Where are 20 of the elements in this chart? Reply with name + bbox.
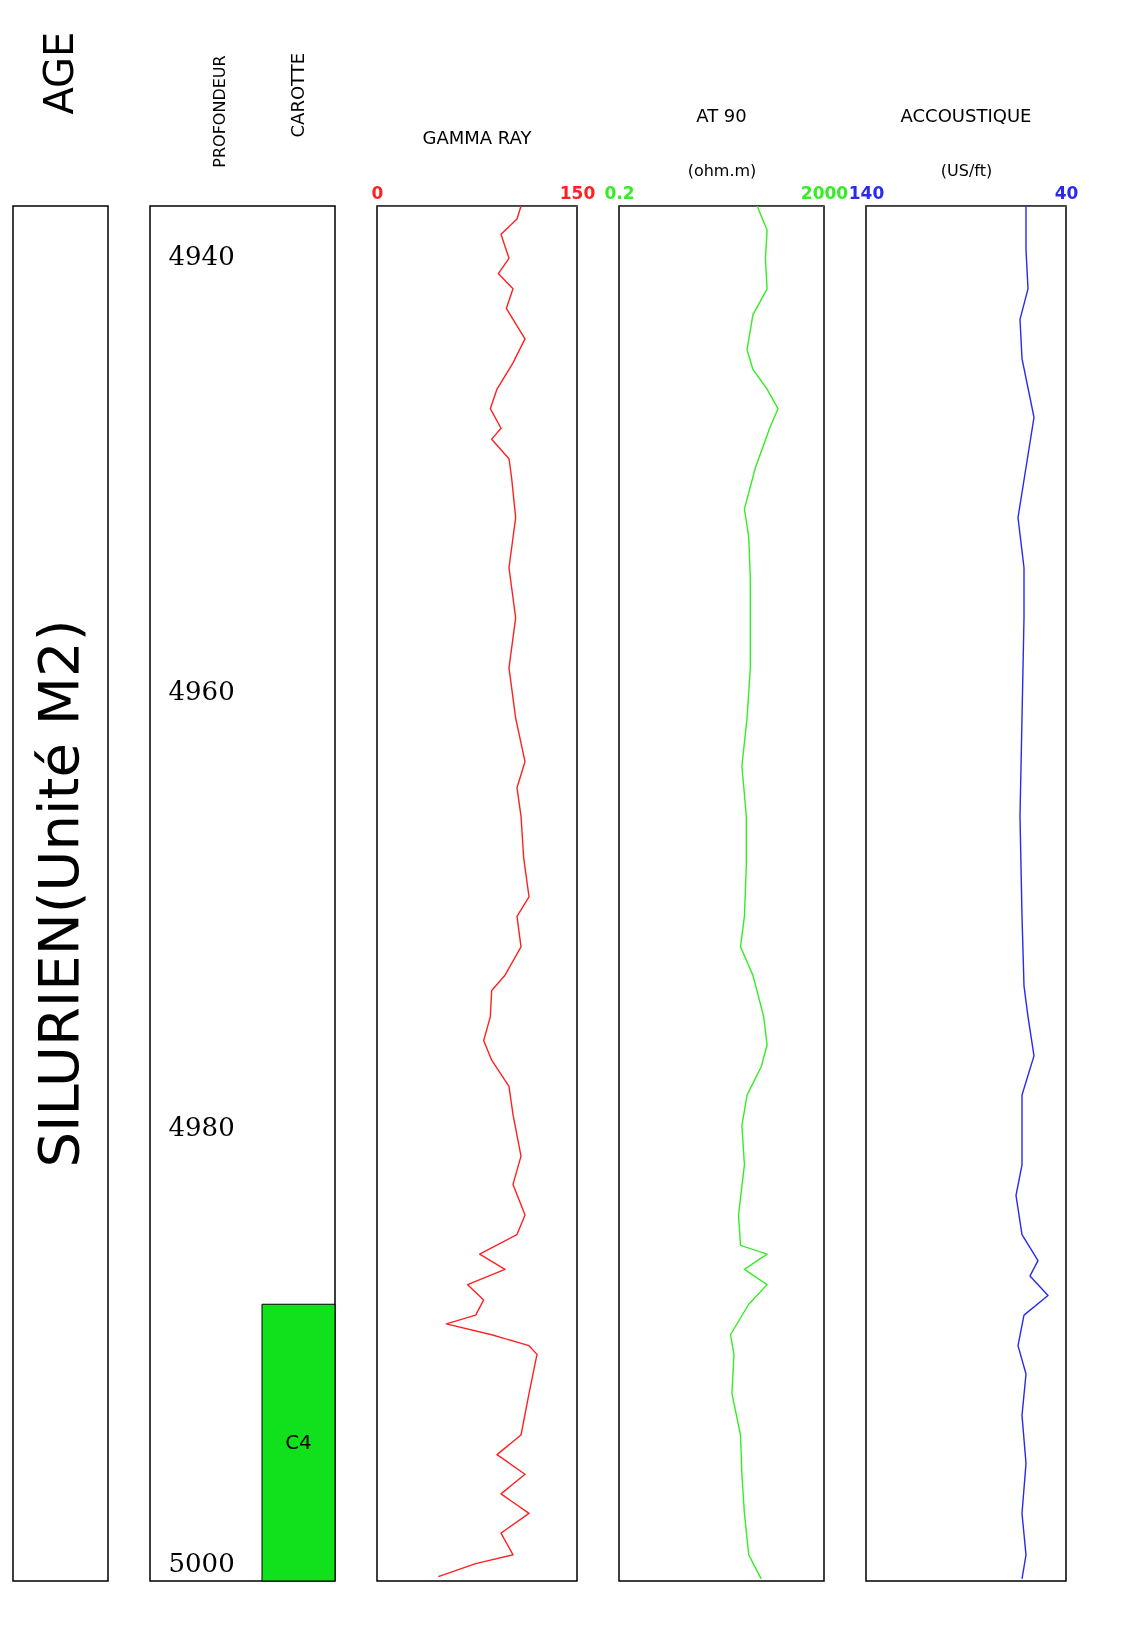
chart-title: ACCOUSTIQUE (900, 105, 1032, 126)
x-tick-label: 140 (848, 182, 885, 203)
chart-title: GAMMA RAY (422, 127, 533, 148)
x-tick-label: 150 (559, 182, 596, 203)
y-axis-title: PROFONDEUR (209, 55, 229, 168)
x-tick-label: 0.2 (604, 182, 635, 203)
text: SILURIEN(Unité M2) (25, 619, 91, 1168)
x-tick-label: 0 (371, 182, 384, 203)
x-tick-label: 40 (1054, 182, 1079, 203)
x-axis-title: (ohm.m) (687, 160, 757, 180)
x-tick-label: 2000 (800, 182, 849, 203)
y-tick-label: 5000 (168, 1548, 235, 1579)
chart-title: CAROTTE (286, 52, 308, 138)
chart-title: AT 90 (696, 105, 747, 126)
x-axis-title: (US/ft) (940, 160, 993, 180)
x-tick-label: C4 (285, 1429, 312, 1454)
y-tick-label: 4980 (168, 1112, 235, 1143)
y-tick-label: 4940 (168, 240, 235, 271)
text: AGE (35, 31, 82, 115)
y-tick-label: 4960 (168, 676, 235, 707)
